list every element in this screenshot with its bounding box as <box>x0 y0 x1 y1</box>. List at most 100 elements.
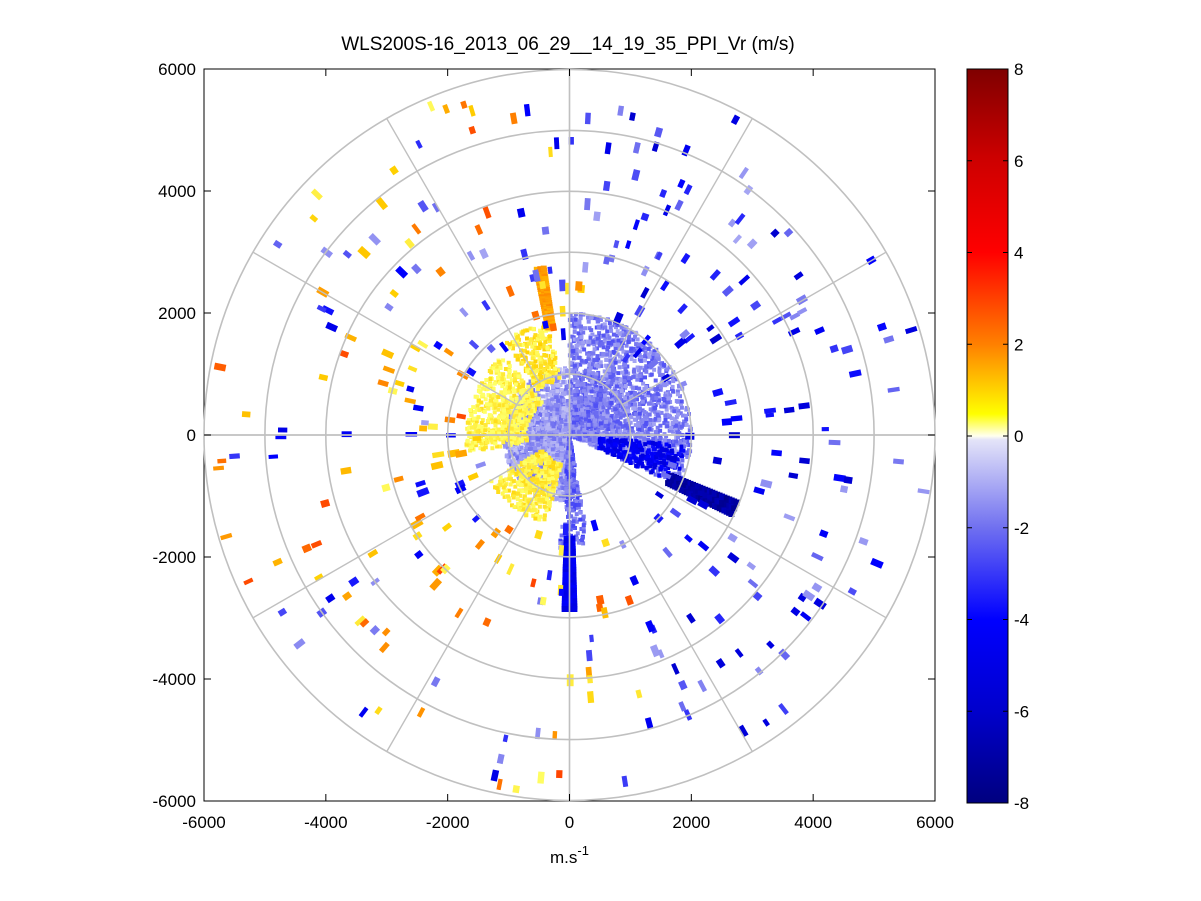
velocity-cell <box>540 426 545 431</box>
velocity-cell <box>623 363 628 368</box>
velocity-cell <box>558 441 563 446</box>
velocity-cell <box>639 419 644 424</box>
velocity-cell <box>657 369 662 374</box>
velocity-cell <box>524 402 529 407</box>
velocity-cell <box>570 318 574 323</box>
velocity-cell <box>541 421 545 426</box>
velocity-cell <box>643 354 647 359</box>
velocity-cell <box>571 461 576 466</box>
velocity-cell <box>575 496 580 501</box>
velocity-cell <box>477 398 481 403</box>
velocity-cell <box>500 426 505 431</box>
velocity-cell <box>657 398 661 403</box>
velocity-cell <box>547 448 552 453</box>
velocity-cell <box>511 445 515 450</box>
velocity-cell <box>511 419 516 423</box>
velocity-cell <box>640 461 644 466</box>
velocity-cell <box>610 378 615 383</box>
velocity-cell <box>637 425 641 430</box>
velocity-cell <box>607 335 612 340</box>
velocity-cell <box>529 419 534 424</box>
velocity-cell <box>489 394 494 399</box>
velocity-cell <box>516 464 521 469</box>
velocity-cell <box>561 463 566 468</box>
velocity-cell <box>497 431 502 436</box>
velocity-cell <box>559 452 564 457</box>
velocity-cell <box>476 415 481 420</box>
velocity-cell <box>650 396 655 401</box>
velocity-cell <box>586 319 591 324</box>
velocity-cell <box>490 429 494 434</box>
velocity-cell <box>640 423 645 428</box>
velocity-cell <box>498 444 503 449</box>
velocity-cell <box>533 414 538 419</box>
velocity-cell <box>477 384 482 389</box>
velocity-cell <box>658 453 663 458</box>
velocity-cell <box>517 405 521 410</box>
velocity-cell <box>678 440 683 445</box>
velocity-cell <box>653 405 658 410</box>
velocity-cell <box>655 425 660 430</box>
velocity-cell <box>661 453 666 458</box>
velocity-cell <box>663 417 668 422</box>
velocity-cell <box>573 427 578 432</box>
velocity-cell <box>628 457 633 462</box>
velocity-cell <box>603 417 608 422</box>
velocity-cell <box>613 410 618 415</box>
velocity-cell <box>603 373 608 378</box>
velocity-cell <box>488 382 493 387</box>
velocity-cell <box>588 430 593 435</box>
velocity-cell <box>519 400 524 405</box>
velocity-cell <box>623 376 627 381</box>
plot-area: -6000 -4000 -2000 0 2000 4000 6000600040002000… <box>153 60 954 832</box>
velocity-cell <box>543 409 548 414</box>
velocity-cell <box>500 411 504 416</box>
velocity-cell <box>649 451 654 456</box>
velocity-cell <box>513 484 518 489</box>
velocity-cell <box>594 445 599 450</box>
velocity-cell <box>605 408 610 413</box>
velocity-cell <box>593 382 597 386</box>
velocity-cell <box>550 421 555 426</box>
velocity-cell <box>558 424 563 429</box>
velocity-cell <box>632 448 637 453</box>
velocity-cell <box>533 448 538 453</box>
velocity-cell <box>608 439 613 444</box>
velocity-cell <box>619 389 624 394</box>
velocity-cell <box>569 353 574 358</box>
velocity-cell <box>544 446 549 451</box>
velocity-cell <box>678 399 683 404</box>
velocity-cell <box>656 466 661 471</box>
velocity-cell <box>584 420 589 425</box>
velocity-cell <box>581 416 586 421</box>
velocity-cell <box>607 417 612 422</box>
velocity-cell <box>648 350 653 355</box>
velocity-cell <box>611 361 615 366</box>
velocity-cell <box>628 459 633 464</box>
velocity-cell <box>634 373 639 378</box>
velocity-cell <box>517 400 522 405</box>
velocity-cell <box>551 424 556 429</box>
velocity-cell <box>573 516 578 521</box>
velocity-cell <box>646 454 651 459</box>
velocity-cell <box>585 401 590 406</box>
velocity-cell <box>612 356 617 361</box>
velocity-cell <box>575 382 580 387</box>
velocity-cell <box>475 429 480 434</box>
velocity-cell <box>526 410 531 415</box>
velocity-cell <box>592 438 597 443</box>
velocity-cell <box>572 411 577 416</box>
velocity-cell <box>558 471 563 476</box>
velocity-cell <box>479 433 484 438</box>
velocity-cell <box>621 405 625 410</box>
velocity-cell <box>539 419 544 424</box>
velocity-cell <box>570 334 575 339</box>
velocity-cell <box>577 425 581 430</box>
velocity-cell <box>480 381 484 386</box>
velocity-cell <box>623 402 628 407</box>
velocity-cell <box>575 531 580 536</box>
velocity-cell <box>667 444 672 449</box>
velocity-cell <box>514 410 519 415</box>
velocity-cell <box>488 377 493 381</box>
velocity-cell <box>581 541 586 546</box>
